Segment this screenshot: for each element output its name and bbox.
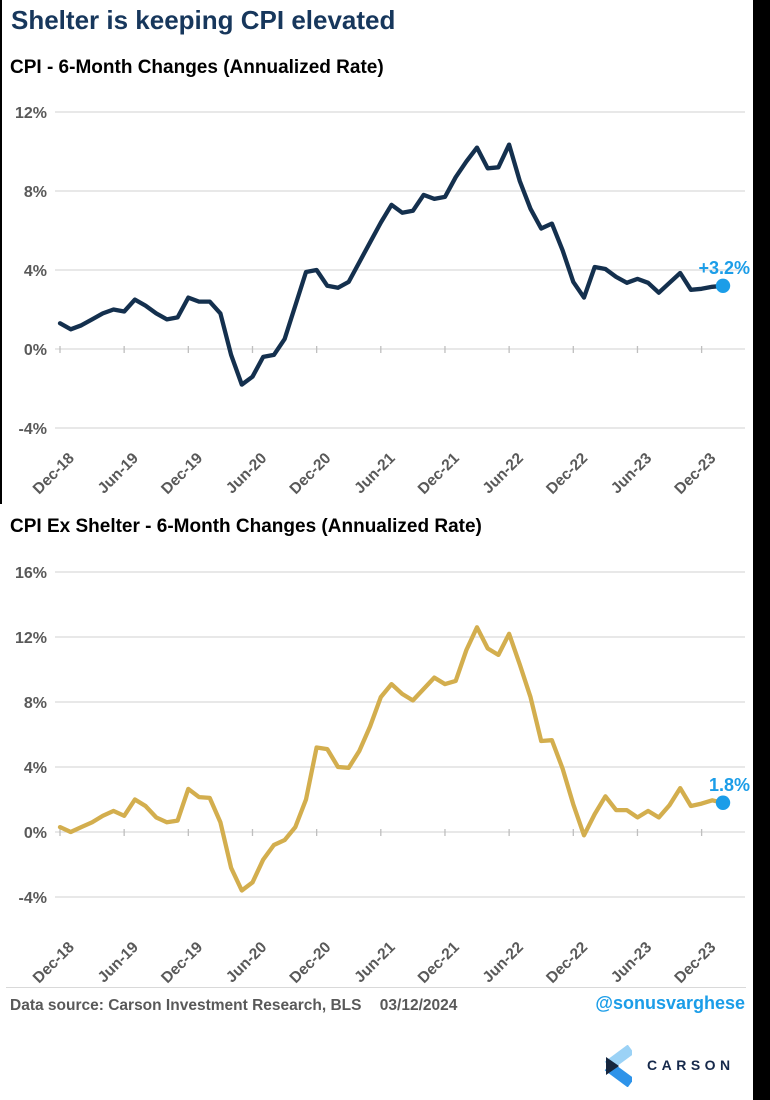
footer-date: 03/12/2024 [379,997,458,1014]
y-axis-label: 0% [24,342,47,359]
x-axis-label: Dec-22 [543,939,591,987]
y-axis-label: 4% [24,760,47,777]
y-axis-label: 8% [24,184,47,201]
author-handle-link[interactable]: @sonusvarghese [595,993,745,1013]
x-axis-label: Jun-22 [480,450,527,497]
x-axis-label: Dec-20 [287,450,335,498]
x-axis-label: Jun-19 [95,939,143,987]
y-axis-label: -4% [19,890,47,907]
x-axis-label: Dec-21 [415,450,463,498]
left-edge-band [0,0,2,504]
x-axis-label: Dec-19 [158,939,206,987]
y-axis-label: 8% [24,695,47,712]
y-axis-label: 16% [15,565,47,582]
x-axis-label: Jun-22 [480,939,527,986]
y-axis-label: 12% [15,630,47,647]
footer-divider [6,987,746,988]
x-axis-label: Dec-22 [543,450,591,498]
y-axis-label: -4% [19,421,47,438]
y-axis-label: 12% [15,105,47,122]
x-axis-label: Dec-23 [671,939,719,987]
x-axis-label: Jun-21 [351,450,399,498]
data-source-value: Carson Investment Research, BLS [108,997,362,1014]
x-axis-label: Dec-19 [158,450,206,498]
data-source-label: Data source: [10,997,104,1014]
chart-1-title: CPI - 6-Month Changes (Annualized Rate) [10,57,384,78]
series-line [57,142,726,387]
end-point-marker [715,278,731,293]
series-line [57,625,726,893]
end-value-label: 1.8% [709,775,750,795]
page-title: Shelter is keeping CPI elevated [11,5,396,35]
carson-logo: CARSON [604,1044,735,1088]
y-axis-label: 0% [24,825,47,842]
x-axis-label: Dec-20 [287,939,335,987]
x-axis-label: Jun-21 [351,939,399,987]
x-axis-label: Jun-19 [95,450,143,498]
x-axis-label: Dec-23 [671,450,719,498]
x-axis-label: Dec-18 [30,939,78,987]
chart-2-title: CPI Ex Shelter - 6-Month Changes (Annual… [10,516,482,537]
end-point-marker [715,795,731,810]
data-source-text: Data source: Carson Investment Research,… [10,997,457,1015]
x-axis-label: Jun-20 [223,939,270,986]
y-axis-label: 4% [24,263,47,280]
end-value-label: +3.2% [698,258,750,278]
right-edge-band [753,0,770,1100]
x-axis-label: Dec-18 [30,450,78,498]
x-axis-label: Jun-23 [608,450,656,498]
x-axis-label: Jun-23 [608,939,656,987]
x-axis-label: Jun-20 [223,450,270,497]
carson-logo-icon [604,1045,632,1087]
x-axis-label: Dec-21 [415,939,463,987]
carson-logo-text: CARSON [647,1057,735,1073]
